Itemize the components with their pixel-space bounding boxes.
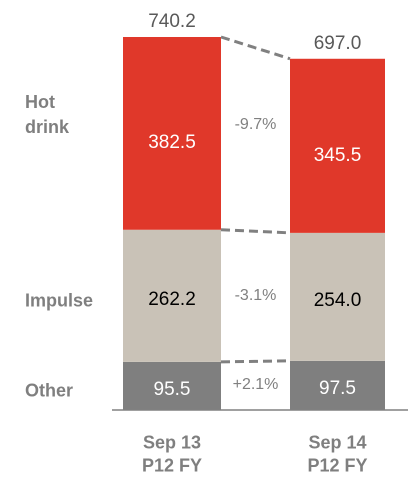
bar-segment	[123, 37, 221, 230]
x-tick-label: Sep 14 P12 FY	[307, 432, 368, 476]
total-label: 697.0	[313, 32, 362, 54]
series-name: Hot drink	[25, 91, 70, 137]
x-tick-label: Sep 13 P12 FY	[141, 432, 203, 476]
bar-segment	[123, 229, 221, 362]
connector	[220, 359, 291, 364]
connector	[220, 35, 291, 61]
bar-segment	[290, 232, 385, 361]
value-label: 262.2	[148, 288, 196, 310]
value-label: 95.5	[153, 379, 191, 401]
bar-segment	[290, 360, 385, 410]
series-name: Impulse	[25, 290, 94, 311]
value-label: 345.5	[313, 144, 362, 166]
value-label: 382.5	[148, 132, 196, 154]
change-label: +2.1%	[232, 376, 279, 394]
change-label: -3.1%	[234, 286, 277, 304]
connector	[220, 228, 291, 235]
value-label: 97.5	[319, 378, 356, 400]
value-label: 254.0	[313, 289, 362, 311]
bar-segment	[123, 361, 221, 410]
bar-segment	[290, 58, 385, 233]
total-label: 740.2	[148, 11, 196, 33]
change-label: -9.7%	[234, 115, 277, 133]
series-name: Other	[25, 380, 74, 401]
